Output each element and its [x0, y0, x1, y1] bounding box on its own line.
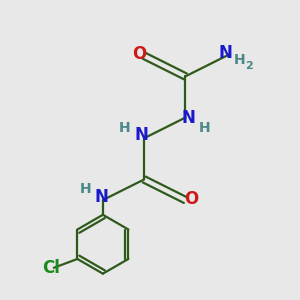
Text: N: N [94, 188, 108, 206]
Text: 2: 2 [245, 61, 253, 71]
Text: H: H [80, 182, 91, 196]
Text: Cl: Cl [42, 259, 60, 277]
Text: N: N [181, 109, 195, 127]
Text: H: H [234, 53, 246, 67]
Text: N: N [218, 44, 232, 62]
Text: H: H [119, 121, 131, 135]
Text: N: N [134, 126, 148, 144]
Text: O: O [184, 190, 198, 208]
Text: O: O [133, 45, 147, 63]
Text: H: H [199, 121, 210, 135]
